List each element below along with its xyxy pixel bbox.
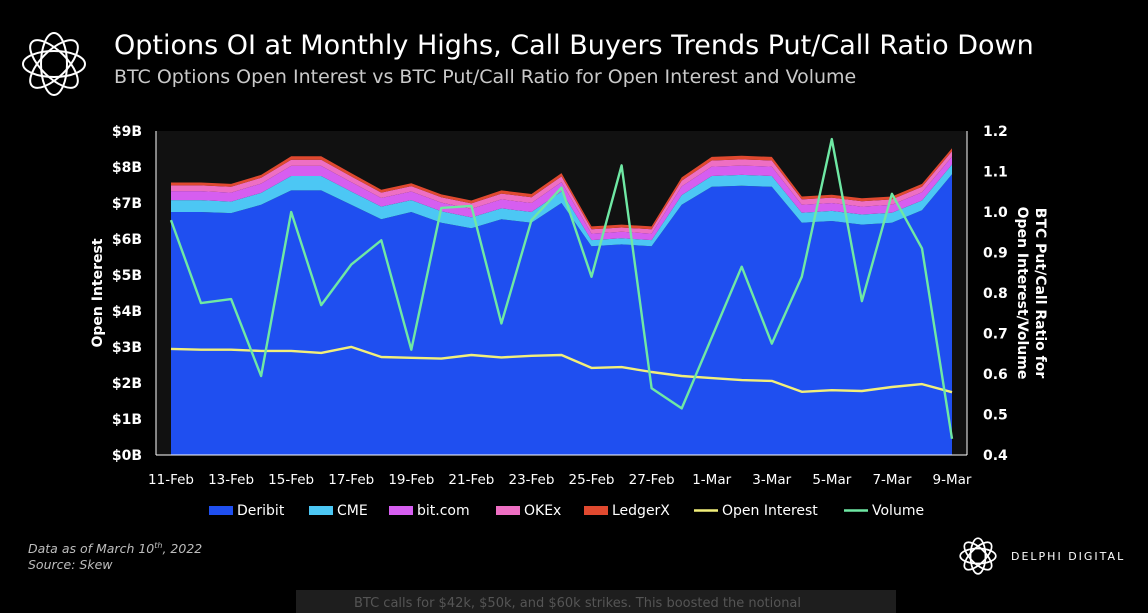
data-as-of-suffix: , 2022 <box>162 541 203 557</box>
x-tick-label: 13-Feb <box>208 472 254 488</box>
legend-label: Open Interest <box>722 503 818 519</box>
x-tick-label: 9-Mar <box>933 472 972 488</box>
y-right-axis-title: BTC Put/Call Ratio forOpen Interest/Volu… <box>1014 207 1048 380</box>
y-left-tick-label: $5B <box>112 268 142 284</box>
y-right-tick-label: 0.9 <box>983 246 1008 262</box>
brand-name: DELPHI DIGITAL <box>1011 549 1126 563</box>
x-tick-label: 3-Mar <box>752 472 791 488</box>
y-right-tick-label: 1.2 <box>983 124 1008 140</box>
legend-swatch <box>309 506 333 515</box>
underlying-article-text: BTC calls for $42k, $50k, and $60k strik… <box>354 596 802 611</box>
y-left-tick-label: $1B <box>112 412 142 428</box>
y-left-tick-label: $8B <box>112 160 142 176</box>
y-right-tick-label: 0.8 <box>983 286 1008 302</box>
underlying-article-strip: BTC calls for $42k, $50k, and $60k strik… <box>296 590 896 613</box>
area-bit-com <box>171 156 952 241</box>
y-right-tick-label: 0.7 <box>983 327 1008 343</box>
area-ledgerx <box>171 148 952 230</box>
y-right-tick-label: 1.0 <box>983 205 1008 221</box>
y-right-tick-label: 1.1 <box>983 165 1008 181</box>
y-left-tick-label: $3B <box>112 340 142 356</box>
area-okex <box>171 151 952 234</box>
page-subtitle: BTC Options Open Interest vs BTC Put/Cal… <box>114 66 857 88</box>
legend-label: OKEx <box>524 503 561 519</box>
y-left-tick-label: $0B <box>112 448 142 464</box>
legend-label: Deribit <box>237 503 285 519</box>
line-open-interest <box>170 345 953 394</box>
y-right-tick-label: 0.6 <box>983 367 1008 383</box>
x-tick-label: 7-Mar <box>872 472 911 488</box>
legend-swatch <box>389 506 413 515</box>
page-title: Options OI at Monthly Highs, Call Buyers… <box>114 30 1034 61</box>
data-as-of-prefix: Data as of March 10 <box>28 541 155 557</box>
delphi-logo-small-icon <box>959 537 997 575</box>
x-tick-label: 1-Mar <box>692 472 731 488</box>
y-left-tick-label: $9B <box>112 124 142 140</box>
oi-putcall-chart: $0B $1B $2B $3B $4B $5B $6B $7B $8B $9B 0.4 0.5 0.6 0… <box>90 124 1048 519</box>
footnote: Data as of March 10th, 2022 Source: Skew <box>28 538 202 573</box>
y-left-tick-label: $2B <box>112 376 142 392</box>
area-deribit <box>171 174 952 455</box>
y-left-axis-title: Open Interest <box>90 238 106 347</box>
x-tick-label: 27-Feb <box>629 472 675 488</box>
x-tick-label: 19-Feb <box>388 472 434 488</box>
y-right-tick-label: 0.4 <box>983 448 1008 464</box>
brand-block: DELPHI DIGITAL <box>955 533 1125 579</box>
delphi-logo-icon <box>22 32 86 96</box>
y-right-axis-title-line1: BTC Put/Call Ratio for <box>1032 208 1048 379</box>
legend-label: LedgerX <box>612 503 670 519</box>
y-left-tick-label: $7B <box>112 196 142 212</box>
y-left-tick-label: $6B <box>112 232 142 248</box>
legend-swatch <box>209 506 233 515</box>
source-note: Source: Skew <box>28 557 113 573</box>
line-volume <box>169 137 954 439</box>
x-tick-label: 5-Mar <box>812 472 851 488</box>
x-tick-label: 21-Feb <box>448 472 494 488</box>
legend-swatch <box>584 506 608 515</box>
y-right-tick-label: 0.5 <box>983 408 1008 424</box>
data-as-of-sup: th <box>154 541 163 550</box>
data-as-of-note: Data as of March 10th, 2022 <box>28 538 202 557</box>
x-tick-label: 15-Feb <box>268 472 314 488</box>
y-left-tick-label: $4B <box>112 304 142 320</box>
x-tick-label: 11-Feb <box>148 472 194 488</box>
legend-label: bit.com <box>417 503 470 519</box>
legend-label: Volume <box>872 503 924 519</box>
area-cme <box>171 164 952 247</box>
legend-label: CME <box>337 503 368 519</box>
y-right-axis-title-line2: Open Interest/Volume <box>1014 207 1030 380</box>
x-tick-label: 23-Feb <box>508 472 554 488</box>
x-tick-label: 25-Feb <box>569 472 615 488</box>
x-tick-label: 17-Feb <box>328 472 374 488</box>
legend-swatch <box>496 506 520 515</box>
